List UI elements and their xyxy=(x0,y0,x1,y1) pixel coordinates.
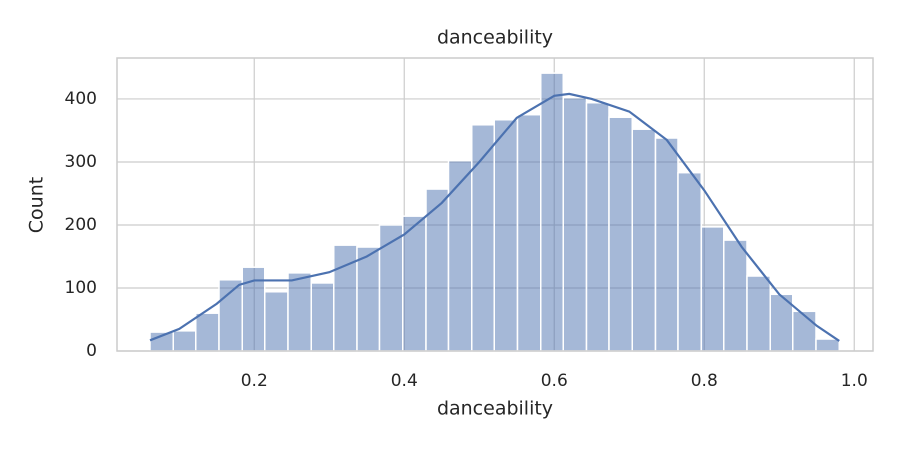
bar xyxy=(310,282,335,352)
x-tick-label: 0.6 xyxy=(541,371,568,391)
x-tick-label: 1.0 xyxy=(841,371,868,391)
y-tick-label: 0 xyxy=(86,341,97,361)
bar xyxy=(402,215,427,352)
y-tick-label: 200 xyxy=(65,215,97,235)
bar xyxy=(585,101,610,352)
bar xyxy=(516,113,542,352)
y-tick-label: 400 xyxy=(65,89,97,109)
bar xyxy=(493,119,519,352)
bar xyxy=(677,171,702,352)
bar xyxy=(562,96,588,352)
y-tick-label: 300 xyxy=(65,152,97,172)
x-tick-label: 0.2 xyxy=(241,371,268,391)
x-tick-label: 0.8 xyxy=(691,371,718,391)
y-tick-label: 100 xyxy=(65,278,97,298)
bar xyxy=(631,128,657,352)
plot-frame xyxy=(116,57,874,352)
bar xyxy=(746,275,771,352)
bar xyxy=(172,330,197,352)
bar xyxy=(540,72,564,352)
bar xyxy=(700,226,725,352)
kde-line xyxy=(149,92,840,342)
chart-title: danceability xyxy=(437,27,553,49)
y-axis-label: Count xyxy=(26,177,48,233)
bar xyxy=(723,239,748,352)
bar xyxy=(654,137,679,352)
x-axis-label: danceability xyxy=(437,398,553,420)
bar xyxy=(287,272,312,352)
bar xyxy=(792,310,817,352)
bar xyxy=(218,279,243,352)
bar xyxy=(447,159,473,352)
bar xyxy=(195,312,220,352)
x-tick-label: 0.4 xyxy=(391,371,418,391)
bar xyxy=(356,246,381,352)
bar xyxy=(378,224,404,352)
bar xyxy=(264,291,289,352)
bar xyxy=(608,116,633,352)
bar xyxy=(815,338,840,352)
